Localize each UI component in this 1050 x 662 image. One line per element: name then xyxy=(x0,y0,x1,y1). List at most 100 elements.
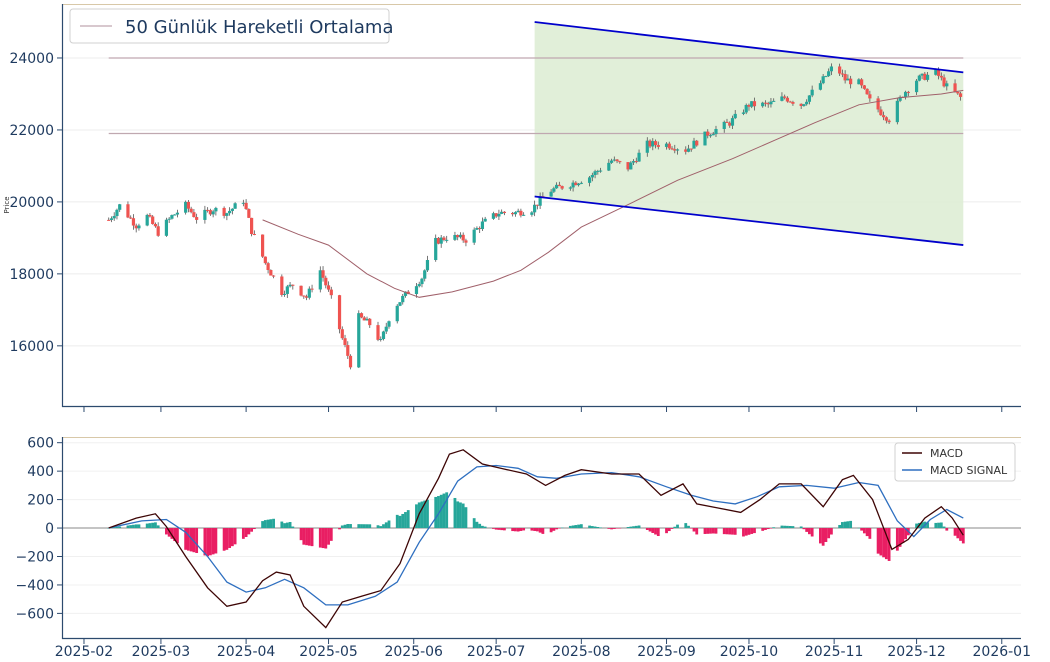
macd-histogram-bar xyxy=(879,528,883,556)
macd-histogram-bar xyxy=(365,524,369,529)
candle-body xyxy=(131,218,136,226)
candle-body xyxy=(126,204,130,218)
candle-body xyxy=(903,91,908,97)
macd-histogram-bar xyxy=(401,513,405,529)
macd-histogram-bar xyxy=(148,523,152,529)
macd-histogram-bar xyxy=(634,525,638,529)
macd-histogram-bar xyxy=(305,528,308,546)
candle-body xyxy=(222,207,226,216)
candle-body xyxy=(711,134,715,136)
candle-body xyxy=(398,302,402,306)
candle-body xyxy=(401,295,405,303)
macd-y-ticks: −600 −400 −200 0 200 400 600 xyxy=(16,436,62,622)
candle-body xyxy=(733,113,737,119)
macd-histogram-bar xyxy=(184,528,188,550)
macd-histogram-bar xyxy=(887,528,891,561)
macd-y-tick-label: 600 xyxy=(27,436,54,452)
macd-histogram-bar xyxy=(395,514,399,529)
macd-histogram-bar xyxy=(250,528,254,532)
macd-histogram-bar xyxy=(170,528,174,539)
candle-body xyxy=(752,101,757,107)
macd-histogram-bar xyxy=(318,528,322,548)
candle-body xyxy=(956,91,960,94)
candle-body xyxy=(299,285,303,296)
macd-histogram-bar xyxy=(829,528,833,535)
macd-histogram-bar xyxy=(568,525,572,529)
macd-histogram-bar xyxy=(846,521,850,529)
candle-body xyxy=(818,83,823,90)
price-y-tick-label: 20000 xyxy=(9,195,54,211)
macd-histogram-bar xyxy=(750,528,754,534)
candle-body xyxy=(686,148,691,152)
candle-body xyxy=(945,83,949,87)
macd-histogram-bar xyxy=(252,528,256,530)
candle-body xyxy=(395,305,399,322)
macd-histogram-bar xyxy=(610,528,613,530)
candle-body xyxy=(247,209,251,218)
macd-histogram-bar xyxy=(821,528,825,546)
candle-body xyxy=(689,148,693,150)
macd-histogram-bar xyxy=(695,528,699,535)
macd-histogram-bar xyxy=(541,528,545,534)
candle-body xyxy=(942,77,946,87)
candle-body xyxy=(310,288,314,290)
candle-body xyxy=(791,101,795,104)
macd-histogram-bar xyxy=(557,528,561,529)
macd-histogram-bar xyxy=(942,526,946,529)
macd-y-tick-label: 0 xyxy=(45,521,54,537)
candle-body xyxy=(780,96,784,101)
macd-histogram-bar xyxy=(406,510,410,529)
candle-body xyxy=(766,103,770,105)
candle-body xyxy=(348,355,353,368)
candle-body xyxy=(304,296,309,298)
macd-x-tick-label: 2025-11 xyxy=(805,644,864,660)
candle-body xyxy=(491,213,496,219)
candle-body xyxy=(417,284,421,287)
candle-body xyxy=(266,263,270,271)
macd-histogram-bar xyxy=(934,522,938,529)
macd-histogram-bar xyxy=(901,528,905,543)
macd-x-ticks: 2025-02 2025-03 2025-04 2025-05 2025-06 2025-… xyxy=(55,639,1031,660)
candle-body xyxy=(785,97,790,102)
macd-histogram-bar xyxy=(228,528,232,548)
macd-histogram-bar xyxy=(731,528,734,535)
macd-histogram-bar xyxy=(244,528,248,538)
macd-histogram-bar xyxy=(165,528,168,535)
candle-body xyxy=(593,171,597,176)
macd-histogram-bar xyxy=(492,528,495,529)
candle-body xyxy=(425,260,430,271)
macd-histogram-bar xyxy=(552,528,556,531)
macd-histogram-bar xyxy=(283,523,286,529)
macd-histogram-bar xyxy=(426,499,429,529)
macd-y-tick-label: −200 xyxy=(16,549,54,565)
candle-body xyxy=(282,293,287,295)
candle-body xyxy=(175,212,180,215)
macd-histogram-bar xyxy=(483,526,487,529)
macd-x-tick-label: 2025-10 xyxy=(720,644,779,660)
macd-x-tick-label: 2025-09 xyxy=(637,644,696,660)
macd-histogram xyxy=(107,492,965,561)
macd-histogram-bar xyxy=(167,528,171,537)
macd-histogram-bar xyxy=(780,525,784,529)
candle-body xyxy=(538,196,542,206)
macd-histogram-bar xyxy=(461,503,465,529)
candle-body xyxy=(203,209,207,220)
macd-histogram-bar xyxy=(519,528,523,531)
candle-body xyxy=(225,213,229,216)
candle-body xyxy=(637,152,641,162)
price-legend-box xyxy=(69,8,390,44)
macd-histogram-bar xyxy=(288,522,292,529)
macd-histogram-bar xyxy=(626,527,630,529)
candle-body xyxy=(609,160,614,163)
macd-histogram-bar xyxy=(126,525,130,529)
candle-body xyxy=(615,159,619,162)
macd-histogram-bar xyxy=(827,528,831,539)
macd-histogram-bar xyxy=(516,528,520,532)
macd-histogram-bar xyxy=(607,528,611,529)
candle-body xyxy=(329,289,333,296)
candle-body xyxy=(829,66,833,72)
macd-histogram-bar xyxy=(134,524,138,529)
candle-body xyxy=(107,219,111,221)
macd-histogram-bar xyxy=(612,528,616,529)
candle-body xyxy=(513,212,517,215)
